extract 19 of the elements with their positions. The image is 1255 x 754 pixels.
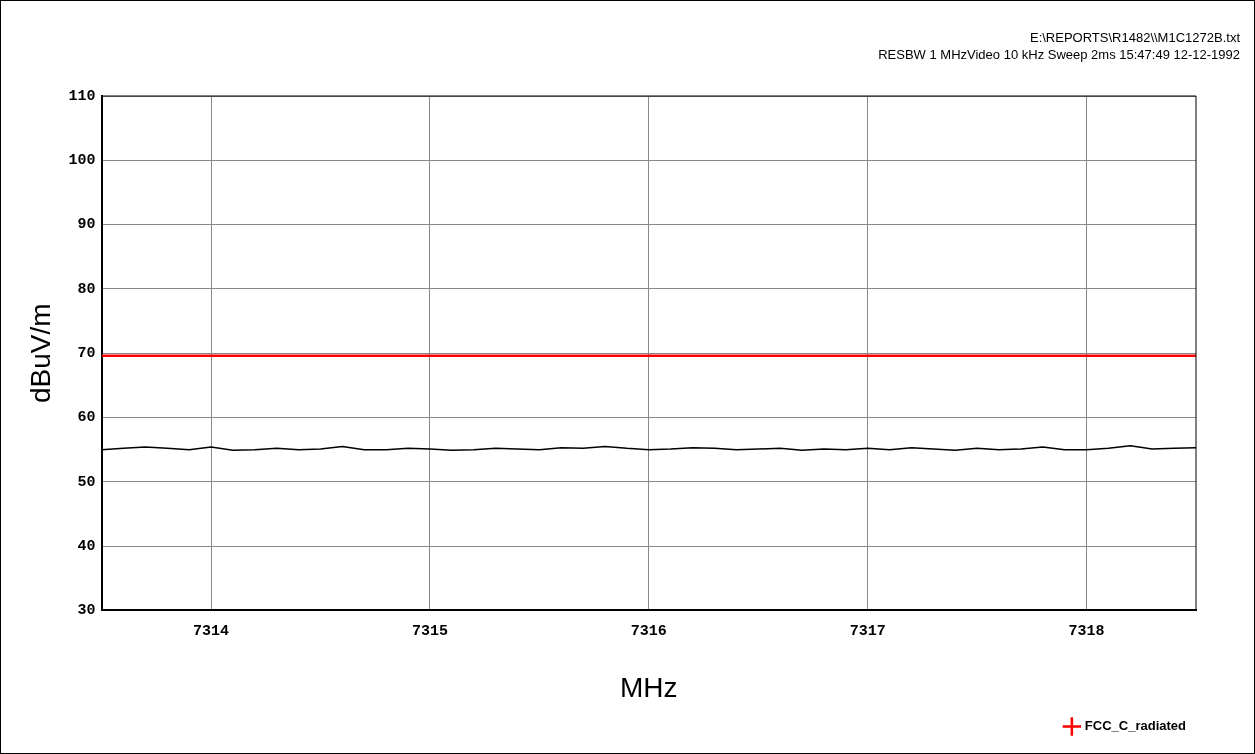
y-tick-label: 110 bbox=[68, 87, 96, 105]
text: E:\REPORTS\R1482\\M1C1272B.txt bbox=[1028, 29, 1240, 46]
y-tick-label: 30 bbox=[77, 602, 96, 620]
y-tick-label: 60 bbox=[77, 409, 96, 427]
y-tick-label: 100 bbox=[68, 152, 96, 170]
y-tick-label: 40 bbox=[77, 537, 96, 555]
x-axis-title: MHz bbox=[620, 671, 678, 703]
y-axis-title: dBuV/m bbox=[24, 303, 56, 403]
x-tick-label: 7316 bbox=[630, 623, 667, 641]
text: RESBW 1 MHzVideo 10 kHz Sweep 2ms 15:47:49 12-12-1992 bbox=[878, 46, 1240, 63]
y-tick-label: 50 bbox=[77, 473, 96, 491]
y-tick-label: 70 bbox=[77, 344, 96, 362]
y-tick-label: 90 bbox=[77, 216, 96, 234]
x-tick-label: 7314 bbox=[193, 623, 230, 641]
legend-label: FCC_C_radiated bbox=[1084, 718, 1187, 734]
y-tick-label: 80 bbox=[77, 280, 96, 298]
x-tick-label: 7318 bbox=[1068, 623, 1105, 641]
x-tick-label: 7315 bbox=[411, 623, 448, 641]
x-tick-label: 7317 bbox=[849, 623, 886, 641]
